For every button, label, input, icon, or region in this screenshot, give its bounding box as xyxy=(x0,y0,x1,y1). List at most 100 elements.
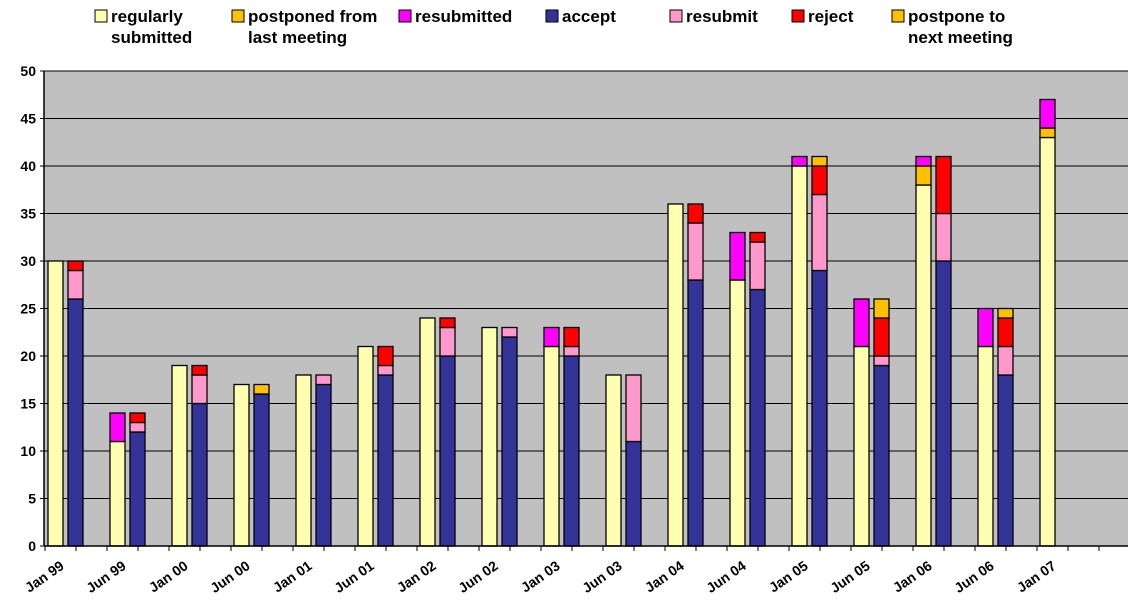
bar-submissions-regularly-submitted xyxy=(729,279,746,547)
legend-item-regularly-submitted: regularly submitted xyxy=(94,7,192,47)
legend-swatch xyxy=(231,9,245,23)
bar-submissions-resubmitted xyxy=(1039,98,1056,129)
x-tick-label: Jan 99 xyxy=(22,557,67,595)
bar-decisions-resubmit xyxy=(873,355,890,367)
bar-submissions-resubmitted xyxy=(543,326,560,348)
x-tick-label: Jan 07 xyxy=(1014,557,1059,595)
bar-decisions-accept xyxy=(501,336,518,547)
bar-decisions-reject xyxy=(439,317,456,329)
y-tick-label: 5 xyxy=(28,491,36,507)
legend-swatch xyxy=(891,9,905,23)
bar-decisions-accept xyxy=(749,288,766,547)
bar-submissions-regularly-submitted xyxy=(295,374,312,547)
bar-decisions-resubmit xyxy=(811,193,828,272)
bar-decisions-reject xyxy=(873,317,890,357)
legend-label: submitted xyxy=(111,28,192,47)
bar-decisions-postpone-to-next xyxy=(873,298,890,319)
bar-submissions-regularly-submitted xyxy=(109,440,126,547)
legend-item-resubmitted: resubmitted xyxy=(398,7,512,26)
bar-decisions-postpone-to-next xyxy=(997,307,1014,319)
bar-decisions-reject xyxy=(749,231,766,243)
bar-decisions-accept xyxy=(377,374,394,547)
x-tick-label: Jan 02 xyxy=(394,557,439,595)
bar-submissions-postponed-from-last xyxy=(1039,127,1056,139)
bar-decisions-reject xyxy=(129,412,146,424)
y-tick-label: 15 xyxy=(20,396,36,412)
legend-label: postponed from xyxy=(248,7,377,26)
legend-item-postpone-to-next: postpone to next meeting xyxy=(891,7,1013,47)
bar-decisions-postpone-to-next xyxy=(253,383,270,395)
bar-decisions-resubmit xyxy=(129,421,146,433)
bar-decisions-resubmit xyxy=(563,345,580,357)
y-tick-label: 35 xyxy=(20,206,36,222)
y-tick-label: 45 xyxy=(20,111,36,127)
legend-label: postpone to xyxy=(908,7,1005,26)
x-tick-label: Jun 99 xyxy=(83,557,129,596)
legend-label: reject xyxy=(808,7,854,26)
legend: regularly submitted postponed from last mee… xyxy=(94,7,1013,47)
legend-swatch xyxy=(398,9,412,23)
legend-label: resubmitted xyxy=(415,7,512,26)
bar-submissions-regularly-submitted xyxy=(1039,136,1056,547)
y-tick-label: 50 xyxy=(20,63,36,79)
legend-label: last meeting xyxy=(248,28,347,47)
legend-swatch xyxy=(545,9,559,23)
bar-decisions-accept xyxy=(873,364,890,547)
x-tick-label: Jun 05 xyxy=(827,557,873,596)
bar-submissions-regularly-submitted xyxy=(791,165,808,547)
bar-submissions-regularly-submitted xyxy=(977,345,994,547)
x-tick-label: Jan 06 xyxy=(890,557,935,595)
bar-decisions-resubmit xyxy=(749,241,766,291)
legend-label: next meeting xyxy=(908,28,1013,47)
bar-decisions-accept xyxy=(687,279,704,547)
x-tick-label: Jun 04 xyxy=(703,557,749,596)
bars xyxy=(47,98,1056,547)
bar-submissions-postponed-from-last xyxy=(915,165,932,186)
bar-submissions-regularly-submitted xyxy=(357,345,374,547)
bar-decisions-resubmit xyxy=(377,364,394,376)
bar-submissions-regularly-submitted xyxy=(543,345,560,547)
bar-decisions-accept xyxy=(625,440,642,547)
bar-decisions-reject xyxy=(563,326,580,348)
x-tick-label: Jun 06 xyxy=(951,557,997,596)
bar-decisions-accept xyxy=(315,383,332,547)
bar-decisions-accept xyxy=(811,269,828,547)
bar-submissions-resubmitted xyxy=(109,412,126,443)
bar-submissions-regularly-submitted xyxy=(47,260,64,547)
bar-submissions-regularly-submitted xyxy=(605,374,622,547)
x-tick-label: Jun 03 xyxy=(579,557,625,596)
y-tick-label: 30 xyxy=(20,253,36,269)
bar-submissions-regularly-submitted xyxy=(915,184,932,547)
legend-item-reject: reject xyxy=(791,7,854,26)
bar-decisions-resubmit xyxy=(625,374,642,443)
bar-submissions-regularly-submitted xyxy=(171,364,188,547)
x-tick-label: Jan 05 xyxy=(766,557,811,595)
bar-submissions-resubmitted xyxy=(915,155,932,167)
bar-decisions-accept xyxy=(439,355,456,547)
bar-decisions-accept xyxy=(191,402,208,547)
bar-decisions-reject xyxy=(377,345,394,367)
y-tick-label: 0 xyxy=(28,538,36,554)
bar-submissions-regularly-submitted xyxy=(481,326,498,547)
legend-label: accept xyxy=(562,7,616,26)
bar-decisions-reject xyxy=(811,165,828,196)
x-tick-label: Jun 02 xyxy=(455,557,501,596)
bar-decisions-accept xyxy=(67,298,84,547)
bar-decisions-reject xyxy=(67,260,84,272)
x-tick-label: Jun 00 xyxy=(207,557,253,596)
bar-decisions-accept xyxy=(129,431,146,547)
legend-swatch xyxy=(94,9,108,23)
bar-submissions-resubmitted xyxy=(729,231,746,281)
bar-decisions-accept xyxy=(935,260,952,547)
bar-decisions-resubmit xyxy=(315,374,332,386)
bar-decisions-accept xyxy=(563,355,580,547)
legend-swatch xyxy=(669,9,683,23)
bar-decisions-accept xyxy=(253,393,270,547)
y-tick-label: 40 xyxy=(20,158,36,174)
bar-decisions-resubmit xyxy=(935,212,952,262)
x-tick-label: Jun 01 xyxy=(331,557,377,596)
bar-decisions-resubmit xyxy=(687,222,704,281)
bar-decisions-resubmit xyxy=(501,326,518,338)
